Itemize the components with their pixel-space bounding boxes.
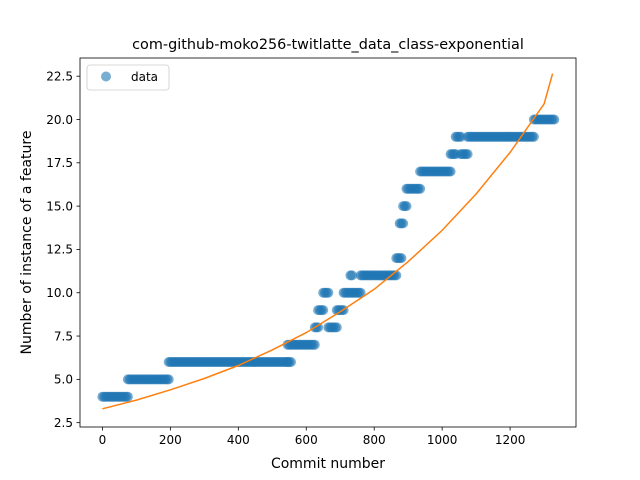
data-point: [318, 305, 329, 316]
data-point: [462, 149, 473, 160]
data-point: [528, 131, 539, 142]
series-data-points: [97, 114, 560, 402]
data-point: [331, 322, 342, 333]
chart-title: com-github-moko256-twitlatte_data_class-…: [132, 37, 524, 53]
y-tick-label: 2.5: [54, 416, 73, 430]
y-tick-label: 20.0: [46, 113, 73, 127]
x-axis-label: Commit number: [271, 456, 385, 472]
x-tick-label: 400: [227, 433, 250, 447]
y-tick-label: 5.0: [54, 373, 73, 387]
series-fit-line: [102, 73, 554, 410]
data-point: [286, 357, 296, 367]
data-point: [309, 339, 320, 350]
data-point: [122, 391, 133, 402]
data-point: [415, 183, 426, 194]
data-point: [445, 166, 456, 177]
x-tick-label: 1200: [495, 433, 526, 447]
data-point: [401, 201, 412, 212]
data-point: [549, 114, 560, 125]
axis-ticks: 0 200 400 600 800 1000 1200 2.5 5.0 7.5 10.0 12.5 15…: [46, 69, 525, 447]
data-point: [355, 287, 366, 298]
legend-marker-data: [101, 71, 111, 82]
y-tick-label: 12.5: [46, 243, 73, 257]
x-tick-label: 200: [159, 433, 182, 447]
y-tick-label: 7.5: [54, 329, 73, 343]
legend-box: [86, 64, 170, 91]
data-point: [323, 287, 334, 298]
y-tick-label: 17.5: [46, 156, 73, 170]
data-point: [163, 374, 174, 385]
data-point: [396, 253, 407, 264]
axes-frame: [79, 57, 577, 428]
y-tick-label: 10.0: [46, 286, 73, 300]
data-point: [398, 218, 409, 229]
y-tick-label: 15.0: [46, 199, 73, 213]
y-axis-label: Number of instance of a feature: [19, 131, 35, 355]
y-tick-label: 22.5: [46, 69, 73, 83]
x-tick-label: 1000: [427, 433, 458, 447]
x-tick-label: 600: [295, 433, 318, 447]
legend: data: [86, 64, 170, 91]
legend-label-data: data: [131, 70, 158, 84]
data-point: [313, 322, 324, 333]
plot-area: [97, 73, 560, 410]
x-tick-label: 0: [99, 433, 107, 447]
x-tick-label: 800: [363, 433, 386, 447]
data-point: [347, 270, 358, 281]
